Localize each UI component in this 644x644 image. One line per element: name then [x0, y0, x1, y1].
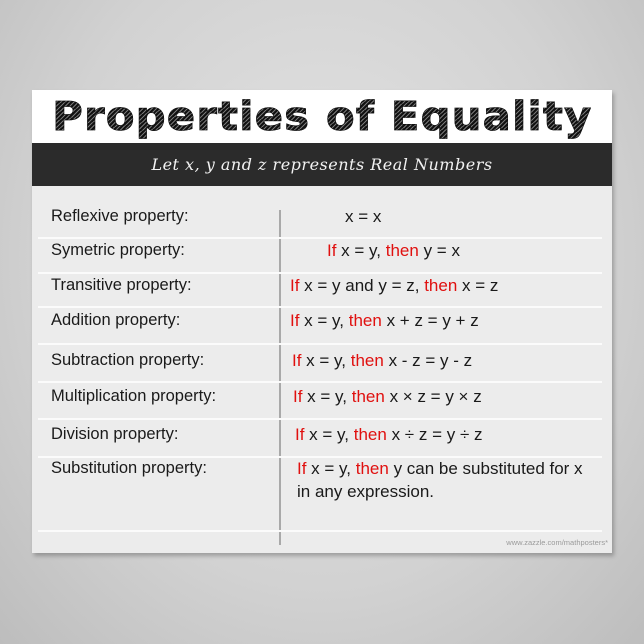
property-name: Substitution property:	[51, 459, 207, 477]
property-formula: If x = y, then y = x	[327, 239, 617, 262]
keyword: then	[385, 241, 419, 260]
property-name: Symetric property:	[51, 241, 185, 259]
formula-text: x = y,	[301, 351, 351, 370]
property-formula: x = x	[345, 205, 635, 228]
keyword: If	[295, 425, 305, 444]
formula-text: x = x	[345, 207, 382, 226]
keyword: If	[290, 276, 300, 295]
poster-title: Properties of Equality	[51, 93, 593, 140]
keyword: If	[292, 351, 302, 370]
row-separator	[38, 456, 602, 458]
formula-text: x - z = y - z	[383, 351, 473, 370]
row-separator	[38, 272, 602, 274]
keyword: then	[350, 351, 384, 370]
formula-text: x = y and y = z,	[299, 276, 425, 295]
poster-subtitle: Let x, y and z represents Real Numbers	[151, 155, 493, 174]
property-name: Division property:	[51, 425, 179, 443]
row-separator	[38, 343, 602, 345]
formula-text: x = y,	[306, 459, 356, 478]
keyword: then	[424, 276, 458, 295]
subtitle-band: Let x, y and z represents Real Numbers	[32, 143, 612, 186]
property-formula: If x = y, then y can be substituted for …	[297, 457, 587, 503]
property-formula: If x = y, then x + z = y + z	[290, 309, 580, 332]
property-formula: If x = y and y = z, then x = z	[290, 274, 580, 297]
property-name: Subtraction property:	[51, 351, 205, 369]
keyword: If	[327, 241, 337, 260]
formula-text: y can be substituted for x in any expres…	[297, 459, 583, 501]
keyword: If	[293, 387, 303, 406]
row-separator	[38, 418, 602, 420]
property-name: Transitive property:	[51, 276, 192, 294]
property-formula: If x = y, then x - z = y - z	[292, 349, 582, 372]
footer-url: www.zazzle.com/mathposters*	[506, 538, 608, 547]
formula-text: x ÷ z = y ÷ z	[386, 425, 483, 444]
keyword: then	[353, 425, 387, 444]
formula-text: x × z = y × z	[384, 387, 482, 406]
property-formula: If x = y, then x ÷ z = y ÷ z	[295, 423, 585, 446]
formula-text: x = y,	[302, 387, 352, 406]
keyword: If	[297, 459, 307, 478]
property-name: Multiplication property:	[51, 387, 217, 405]
poster: Properties of Equality Let x, y and z re…	[32, 90, 612, 553]
property-formula: If x = y, then x × z = y × z	[293, 385, 583, 408]
formula-text: x = y,	[304, 425, 354, 444]
keyword: then	[348, 311, 382, 330]
row-separator	[38, 381, 602, 383]
keyword: then	[351, 387, 385, 406]
formula-text: y = x	[418, 241, 460, 260]
row-separator	[38, 530, 602, 532]
title-band: Properties of Equality	[32, 90, 612, 143]
formula-text: x = y,	[299, 311, 349, 330]
formula-text: x = z	[457, 276, 499, 295]
row-separator	[38, 237, 602, 239]
formula-text: x + z = y + z	[381, 311, 479, 330]
keyword: If	[290, 311, 300, 330]
property-name: Reflexive property:	[51, 207, 189, 225]
column-divider	[279, 210, 281, 545]
row-separator	[38, 306, 602, 308]
keyword: then	[355, 459, 389, 478]
property-name: Addition property:	[51, 311, 181, 329]
formula-text: x = y,	[336, 241, 386, 260]
